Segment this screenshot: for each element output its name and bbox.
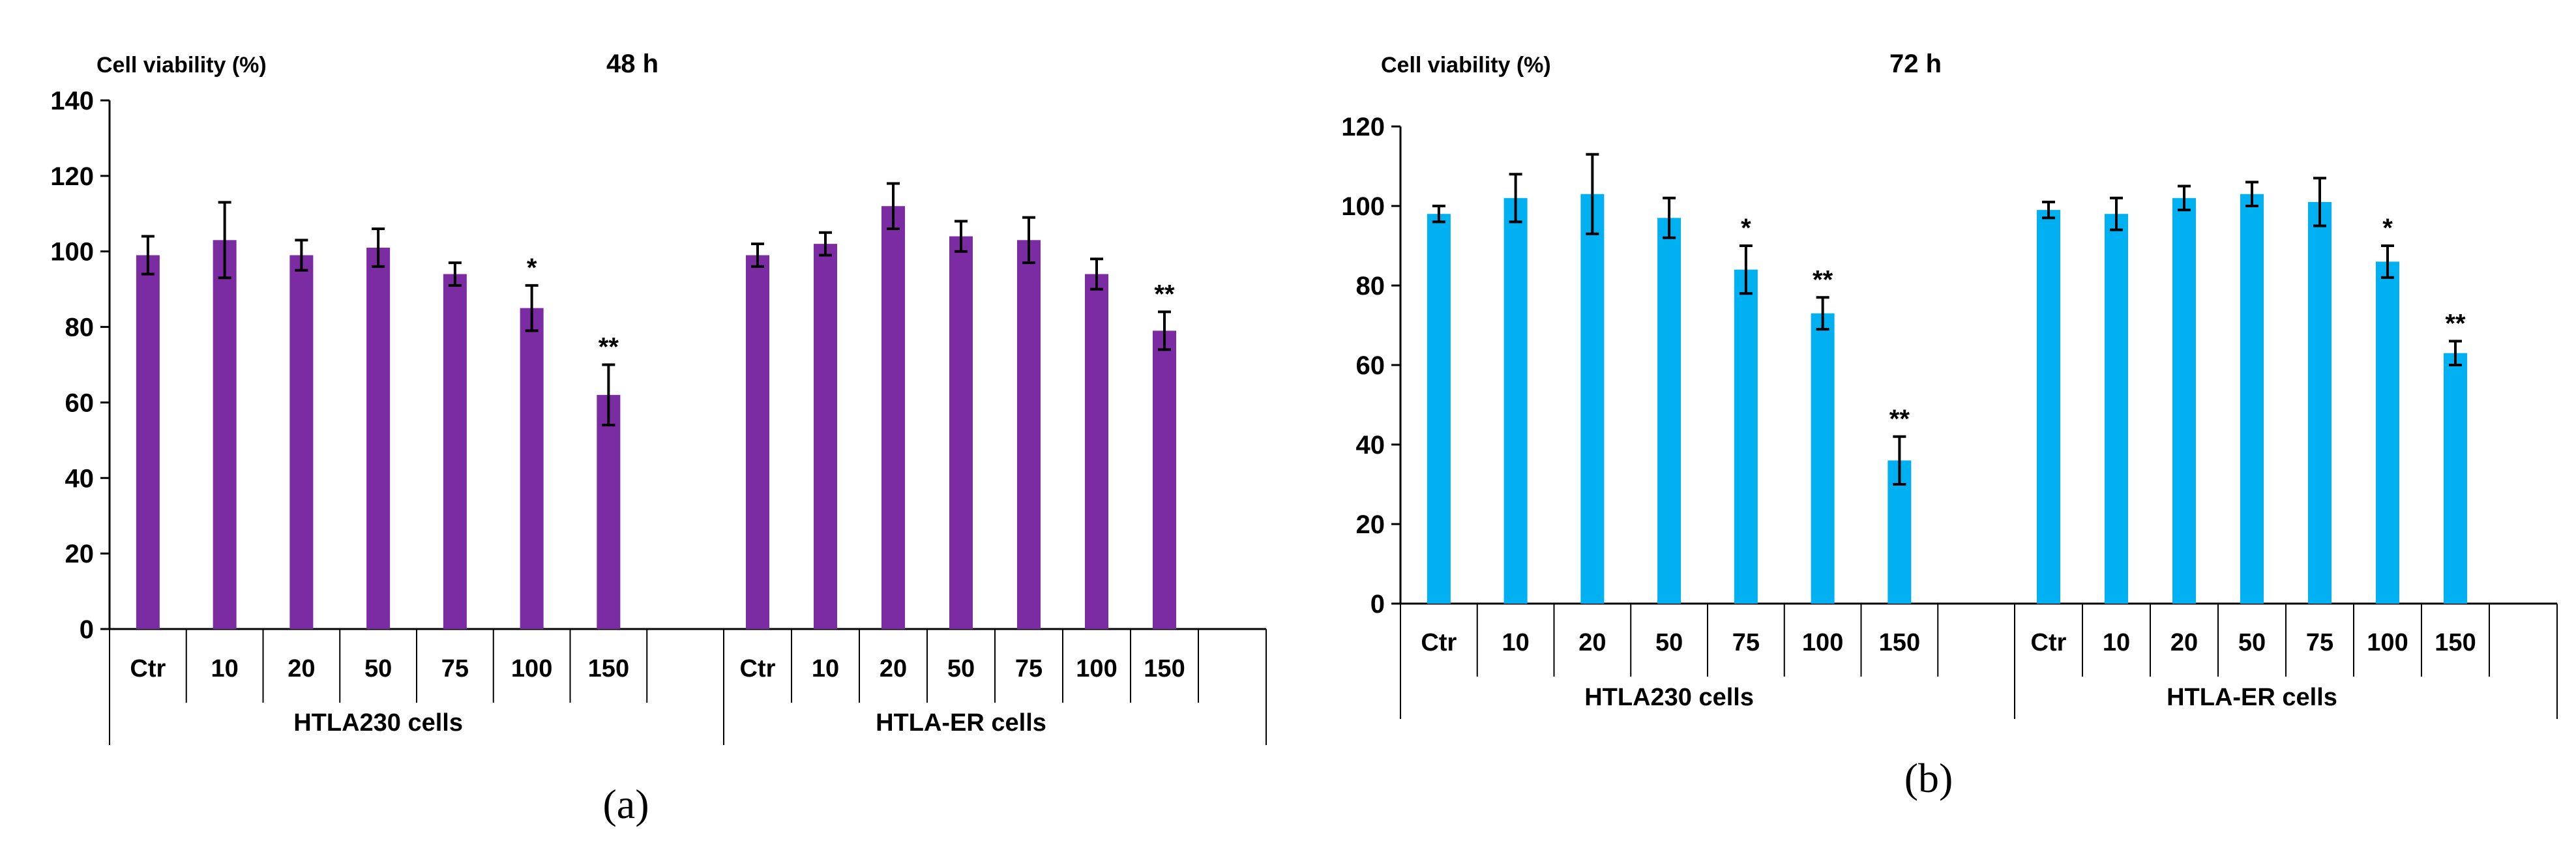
chart1-y-tick-label-60: 60 bbox=[1356, 351, 1385, 380]
chart1-y-axis-label: Cell viability (%) bbox=[1381, 53, 1551, 78]
chart0-group1-bar-1 bbox=[814, 244, 837, 630]
chart1-y-tick-label-0: 0 bbox=[1370, 590, 1385, 619]
chart1-group0-sig-4: * bbox=[1741, 214, 1751, 242]
chart0-group0-cat-label-4: 75 bbox=[441, 655, 469, 682]
chart0-y-tick-label-120: 120 bbox=[50, 162, 94, 191]
chart0-y-axis-label: Cell viability (%) bbox=[96, 53, 267, 78]
chart0-group0-cat-label-3: 50 bbox=[364, 655, 392, 682]
chart0-group0-cat-label-2: 20 bbox=[288, 655, 315, 682]
chart0-group1-cat-label-0: Ctr bbox=[740, 655, 776, 682]
chart0-y-tick-label-40: 40 bbox=[65, 464, 95, 493]
chart0-group0-bar-4 bbox=[443, 274, 467, 629]
chart0-group1-cat-label-1: 10 bbox=[812, 655, 839, 682]
chart0-group0-bar-0 bbox=[136, 255, 160, 629]
chart1-group-label-1: HTLA-ER cells bbox=[2167, 684, 2337, 711]
chart1-group0-cat-label-6: 150 bbox=[1879, 629, 1920, 656]
chart1-group0-bar-0 bbox=[1427, 214, 1451, 604]
chart0-title: 48 h bbox=[606, 50, 659, 78]
chart0-group0-bar-3 bbox=[366, 247, 391, 630]
chart0-panel-label: (a) bbox=[602, 781, 649, 827]
chart0-group1-bar-3 bbox=[949, 236, 973, 629]
chart1-group0-bar-2 bbox=[1580, 194, 1605, 604]
chart1-group1-sig-6: ** bbox=[2445, 309, 2466, 338]
chart1-group0-cat-label-5: 100 bbox=[1802, 629, 1843, 656]
chart0-group0-bar-2 bbox=[289, 255, 314, 629]
chart0-y-tick-label-0: 0 bbox=[80, 615, 94, 644]
chart0-y-tick-label-20: 20 bbox=[65, 540, 95, 568]
chart0-y-tick-label-100: 100 bbox=[50, 238, 94, 267]
chart0-group1-cat-label-2: 20 bbox=[880, 655, 907, 682]
chart1-group0-cat-label-4: 75 bbox=[1732, 629, 1760, 656]
chart1-group1-cat-label-2: 20 bbox=[2170, 629, 2198, 656]
chart0-group1-sig-6: ** bbox=[1154, 280, 1175, 308]
chart1-group1-bar-3 bbox=[2240, 194, 2264, 604]
chart1-panel-label: (b) bbox=[1904, 755, 1953, 801]
chart1-group0-cat-label-0: Ctr bbox=[1421, 629, 1457, 656]
chart1-y-tick-label-20: 20 bbox=[1356, 510, 1385, 539]
chart0-group0-cat-label-0: Ctr bbox=[130, 655, 166, 682]
chart1-group0-cat-label-2: 20 bbox=[1578, 629, 1606, 656]
chart0-y-tick-label-80: 80 bbox=[65, 314, 95, 342]
chart0-group1-cat-label-3: 50 bbox=[947, 655, 975, 682]
chart1-group0-bar-1 bbox=[1503, 198, 1528, 604]
chart0-group0-cat-label-1: 10 bbox=[211, 655, 238, 682]
chart1-group0-cat-label-3: 50 bbox=[1655, 629, 1683, 656]
chart1-group-label-0: HTLA230 cells bbox=[1584, 684, 1754, 711]
chart1-group1-sig-5: * bbox=[2382, 214, 2393, 242]
chart1-title: 72 h bbox=[1889, 50, 1942, 78]
chart0-group1-bar-4 bbox=[1017, 240, 1041, 630]
chart0-group-label-0: HTLA230 cells bbox=[293, 709, 463, 737]
chart0-group1-bar-6 bbox=[1153, 330, 1176, 629]
chart0-group0-bar-5 bbox=[520, 308, 544, 629]
chart1-group1-cat-label-5: 100 bbox=[2367, 629, 2408, 656]
chart0-group1-bar-0 bbox=[746, 255, 769, 629]
chart1-group0-bar-3 bbox=[1657, 218, 1681, 604]
chart1-y-tick-label-100: 100 bbox=[1341, 192, 1385, 221]
chart0-group1-bar-5 bbox=[1085, 274, 1108, 629]
chart0-group0-sig-6: ** bbox=[599, 333, 619, 362]
chart0-y-tick-label-140: 140 bbox=[50, 87, 94, 115]
chart0-group0-cat-label-5: 100 bbox=[511, 655, 552, 682]
chart1-group1-bar-4 bbox=[2308, 201, 2332, 604]
chart1-group1-cat-label-6: 150 bbox=[2435, 629, 2476, 656]
chart0-y-tick-label-60: 60 bbox=[65, 388, 95, 417]
chart0-group-label-1: HTLA-ER cells bbox=[876, 709, 1046, 737]
chart0-group1-cat-label-5: 100 bbox=[1076, 655, 1117, 682]
chart1-group1-bar-1 bbox=[2105, 214, 2128, 604]
chart1-y-tick-label-40: 40 bbox=[1356, 431, 1385, 460]
chart0-group0-bar-1 bbox=[213, 240, 237, 630]
chart1-group0-cat-label-1: 10 bbox=[1502, 629, 1529, 656]
chart0-group1-cat-label-4: 75 bbox=[1015, 655, 1043, 682]
chart1-group1-bar-0 bbox=[2037, 210, 2060, 604]
chart1-y-tick-label-120: 120 bbox=[1341, 113, 1385, 141]
chart1-group1-bar-5 bbox=[2376, 261, 2399, 604]
chart1-group1-bar-6 bbox=[2444, 353, 2467, 604]
chart1-y-tick-label-80: 80 bbox=[1356, 272, 1385, 300]
chart0-group1-bar-2 bbox=[881, 206, 905, 629]
chart1-group0-bar-5 bbox=[1811, 313, 1835, 604]
chart0-group0-cat-label-6: 150 bbox=[588, 655, 629, 682]
chart1-group1-bar-2 bbox=[2172, 198, 2196, 604]
chart0-group0-bar-6 bbox=[597, 394, 621, 629]
chart1-group1-cat-label-1: 10 bbox=[2103, 629, 2130, 656]
chart1-group0-sig-5: ** bbox=[1813, 265, 1833, 294]
chart1-group0-bar-4 bbox=[1734, 269, 1758, 604]
chart1-group1-cat-label-4: 75 bbox=[2306, 629, 2333, 656]
chart0-group1-cat-label-6: 150 bbox=[1144, 655, 1185, 682]
chart1-group1-cat-label-0: Ctr bbox=[2031, 629, 2067, 656]
chart0-group0-sig-5: * bbox=[527, 254, 537, 282]
chart1-group1-cat-label-3: 50 bbox=[2238, 629, 2266, 656]
chart1-group0-sig-6: ** bbox=[1889, 405, 1910, 433]
